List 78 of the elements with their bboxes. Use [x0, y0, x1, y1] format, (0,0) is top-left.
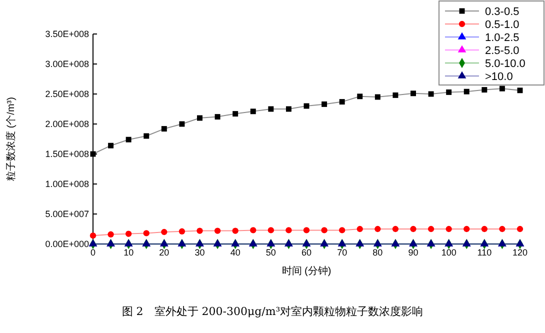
point	[250, 227, 256, 234]
y-tick-label: 2.00E+008	[45, 118, 89, 129]
x-tick-label: 10	[124, 247, 134, 258]
x-tick-label: 40	[230, 247, 240, 258]
point	[196, 228, 203, 234]
y-tick-label: 3.00E+008	[45, 58, 89, 69]
point	[446, 226, 452, 232]
legend-label: 5.0-10.0	[485, 58, 526, 70]
point	[179, 121, 185, 127]
point	[392, 92, 398, 98]
point	[286, 227, 292, 234]
y-tick-label: 0.00E+000	[45, 238, 89, 249]
x-tick-label: 100	[441, 247, 456, 258]
point	[339, 99, 345, 105]
x-tick-label: 70	[337, 247, 348, 258]
point	[161, 126, 167, 132]
point	[178, 228, 186, 234]
point	[144, 133, 150, 139]
point	[410, 226, 416, 232]
legend-label: 2.5-5.0	[485, 45, 520, 57]
point	[108, 142, 114, 148]
x-tick-label: 0	[90, 247, 96, 258]
point	[482, 87, 488, 93]
point	[428, 226, 434, 232]
point	[517, 88, 523, 94]
point	[197, 115, 202, 121]
y-axis-title: 粒子数浓度 (个/m³)	[5, 97, 17, 181]
point	[268, 227, 274, 234]
legend-label: >10.0	[485, 71, 513, 83]
point	[410, 90, 416, 96]
point	[464, 226, 470, 232]
point	[428, 91, 434, 97]
x-tick-label: 120	[512, 247, 528, 258]
point	[499, 226, 506, 232]
point	[374, 94, 380, 100]
x-tick-label: 30	[194, 247, 205, 258]
x-tick-label: 80	[372, 247, 383, 258]
point	[303, 227, 310, 234]
point	[516, 226, 524, 232]
y-tick-label: 1.00E+008	[45, 178, 89, 189]
point	[356, 226, 363, 232]
point	[446, 89, 452, 95]
point	[268, 106, 274, 112]
x-tick-label: 50	[266, 247, 276, 258]
y-tick-label: 3.50E+008	[45, 28, 89, 39]
point	[90, 232, 96, 239]
x-tick-label: 20	[159, 247, 170, 258]
point	[392, 226, 399, 232]
legend-label: 1.0-2.5	[485, 32, 520, 44]
y-tick-label: 5.00E+007	[45, 208, 89, 219]
point	[321, 227, 328, 234]
x-axis-title: 时间 (分钟)	[282, 265, 332, 277]
point	[357, 94, 363, 100]
point	[322, 101, 328, 107]
point	[338, 227, 346, 234]
point	[108, 231, 114, 238]
y-tick-label: 1.50E+008	[45, 148, 89, 159]
point	[214, 114, 220, 120]
legend-label: 0.5-1.0	[485, 19, 520, 31]
point	[232, 111, 238, 117]
x-tick-label: 110	[477, 247, 492, 258]
point	[232, 228, 238, 234]
point	[161, 228, 168, 236]
point	[499, 86, 505, 92]
y-tick-label: 2.50E+008	[45, 88, 89, 99]
x-tick-label: 90	[408, 247, 418, 258]
point	[464, 88, 470, 94]
point	[214, 228, 221, 234]
point	[250, 108, 256, 114]
point	[143, 230, 150, 236]
point	[481, 226, 488, 232]
text: 图 2 室外处于 200-300μg/m³对室内颗粒物粒子数浓度影响	[122, 305, 424, 318]
point	[126, 136, 132, 142]
x-tick-label: 60	[301, 247, 312, 258]
legend-label: 0.3-0.5	[485, 6, 520, 18]
point	[374, 226, 381, 232]
point	[286, 106, 292, 112]
point	[125, 230, 132, 237]
